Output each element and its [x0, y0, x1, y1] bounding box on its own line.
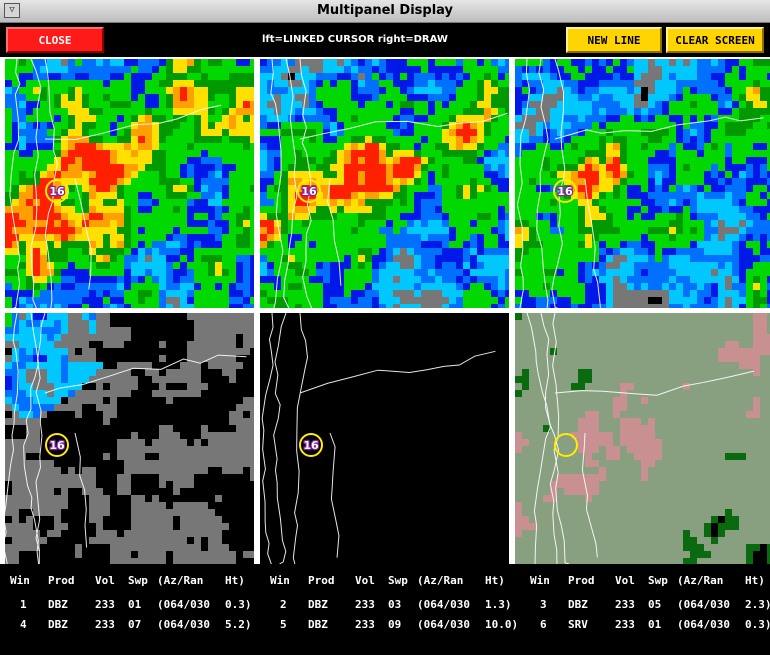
- table-cell-win: 5: [280, 618, 287, 631]
- table-cell-ht: 1.3): [485, 598, 512, 611]
- column-header: (Az/Ran: [677, 574, 724, 587]
- table-cell-ht: 10.0): [485, 618, 519, 631]
- radar-panel-1[interactable]: 16: [5, 59, 254, 308]
- table-cell-vol: 233: [615, 618, 635, 631]
- table-cell-prod: DBZ: [568, 598, 588, 611]
- radar-panel-3[interactable]: 16: [515, 59, 770, 308]
- station-marker-label: 16: [49, 185, 65, 198]
- column-header: Vol: [615, 574, 635, 587]
- column-header: Swp: [388, 574, 408, 587]
- column-header: Prod: [568, 574, 595, 587]
- table-cell-swp: 09: [388, 618, 402, 631]
- column-header: (Az/Ran: [417, 574, 464, 587]
- column-header: Win: [270, 574, 290, 587]
- station-marker-label: 16: [557, 185, 573, 198]
- table-cell-vol: 233: [355, 598, 375, 611]
- table-cell-azran: (064/030: [417, 618, 470, 631]
- table-cell-prod: DBZ: [308, 618, 328, 631]
- radar-panel-6[interactable]: [515, 313, 770, 564]
- table-cell-azran: (064/030: [157, 618, 210, 631]
- column-header: Ht): [745, 574, 765, 587]
- table-cell-win: 1: [20, 598, 27, 611]
- column-header: (Az/Ran: [157, 574, 204, 587]
- column-header: Vol: [95, 574, 115, 587]
- table-cell-ht: 2.3): [745, 598, 770, 611]
- column-header: Win: [10, 574, 30, 587]
- table-cell-swp: 01: [128, 598, 142, 611]
- table-cell-win: 6: [540, 618, 547, 631]
- table-cell-ht: 0.3): [225, 598, 252, 611]
- station-marker-label: 16: [303, 439, 319, 452]
- table-cell-vol: 233: [355, 618, 375, 631]
- table-cell-prod: DBZ: [308, 598, 328, 611]
- table-cell-prod: DBZ: [48, 618, 68, 631]
- table-cell-azran: (064/030: [677, 598, 730, 611]
- table-cell-win: 3: [540, 598, 547, 611]
- station-marker-label: 16: [301, 185, 317, 198]
- mouse-hint: lft=LINKED CURSOR right=DRAW: [262, 34, 448, 45]
- column-header: Win: [530, 574, 550, 587]
- new-line-button[interactable]: NEW LINE: [566, 27, 662, 53]
- column-header: Swp: [648, 574, 668, 587]
- radar-panel-5[interactable]: 16: [260, 313, 509, 564]
- radar-panel-4[interactable]: 16: [5, 313, 254, 564]
- table-cell-swp: 07: [128, 618, 142, 631]
- radar-panel-grid: 16 16 16 16 16: [0, 57, 770, 564]
- column-header: Ht): [485, 574, 505, 587]
- table-cell-vol: 233: [95, 618, 115, 631]
- table-cell-win: 4: [20, 618, 27, 631]
- close-button[interactable]: CLOSE: [6, 27, 104, 53]
- table-cell-swp: 05: [648, 598, 662, 611]
- clear-screen-button[interactable]: CLEAR SCREEN: [666, 27, 764, 53]
- table-cell-azran: (064/030: [417, 598, 470, 611]
- column-header: Swp: [128, 574, 148, 587]
- radar-panel-2[interactable]: 16: [260, 59, 509, 308]
- column-header: Prod: [48, 574, 75, 587]
- table-cell-azran: (064/030: [677, 618, 730, 631]
- station-marker-label: 16: [49, 439, 65, 452]
- table-cell-swp: 03: [388, 598, 402, 611]
- window-menu-icon[interactable]: ▽: [4, 3, 20, 18]
- column-header: Vol: [355, 574, 375, 587]
- table-cell-ht: 5.2): [225, 618, 252, 631]
- window-title: Multipanel Display: [316, 3, 454, 18]
- toolbar: CLOSE lft=LINKED CURSOR right=DRAW NEW L…: [0, 23, 770, 57]
- table-cell-win: 2: [280, 598, 287, 611]
- table-cell-swp: 01: [648, 618, 662, 631]
- table-cell-prod: DBZ: [48, 598, 68, 611]
- column-header: Prod: [308, 574, 335, 587]
- table-cell-prod: SRV: [568, 618, 588, 631]
- column-header: Ht): [225, 574, 245, 587]
- table-cell-vol: 233: [95, 598, 115, 611]
- window-titlebar[interactable]: ▽ Multipanel Display: [0, 0, 770, 23]
- table-cell-ht: 0.3): [745, 618, 770, 631]
- table-cell-vol: 233: [615, 598, 635, 611]
- product-info-table: Win Prod Vol Swp (Az/Ran Ht) Win Prod Vol Swp (Az/…: [0, 564, 770, 655]
- table-cell-azran: (064/030: [157, 598, 210, 611]
